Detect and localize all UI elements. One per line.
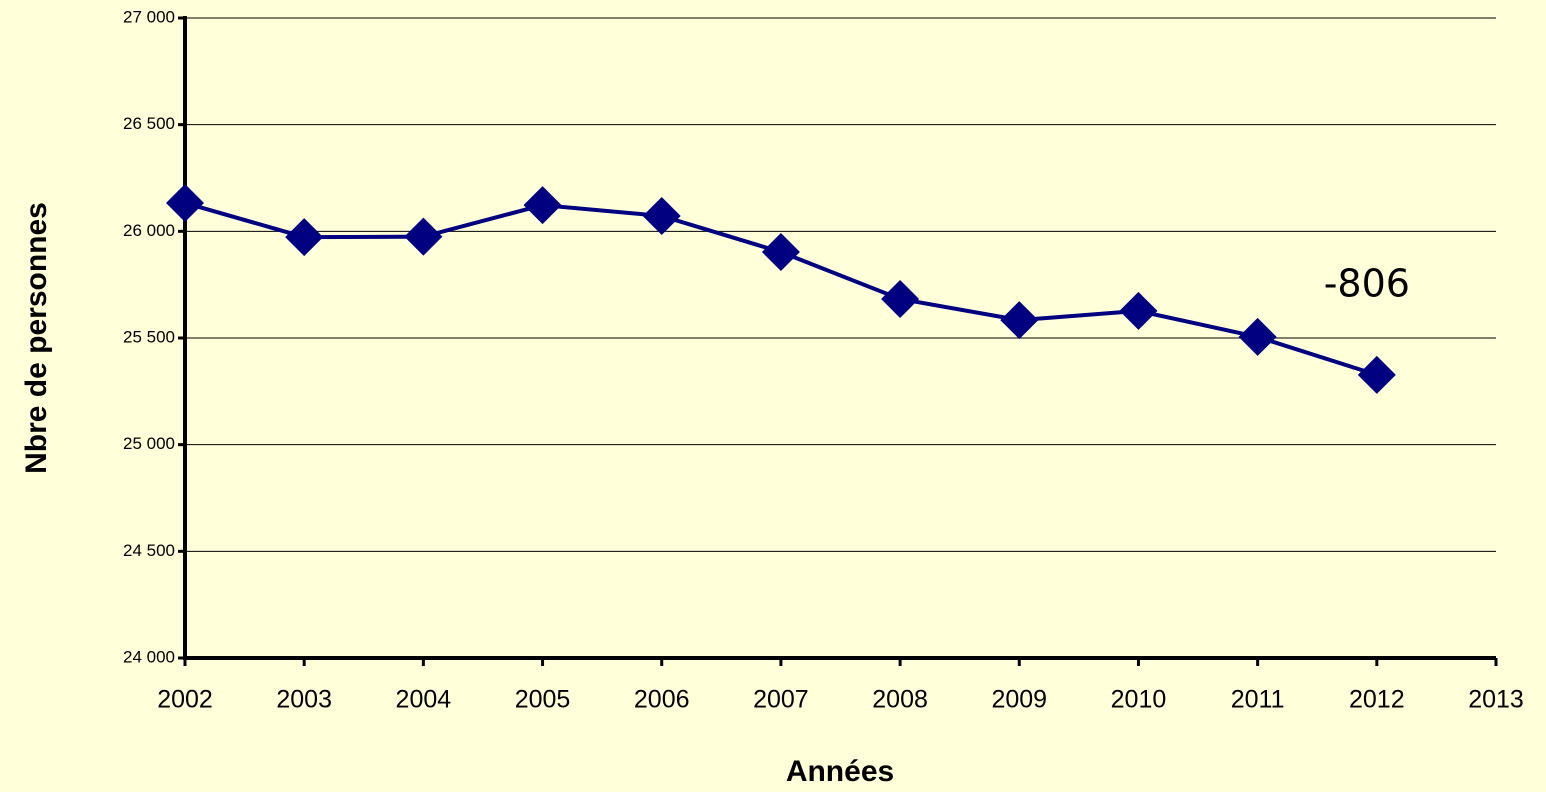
x-tick-label: 2008 [872,686,928,714]
marker [1000,301,1039,340]
marker [166,183,204,222]
x-tick-label: 2005 [515,686,571,714]
x-tick-label: 2013 [1468,686,1524,714]
marker [642,196,681,235]
marker [1357,355,1396,394]
marker [1119,291,1158,330]
x-tick-label: 2009 [991,686,1047,714]
x-tick-label: 2006 [634,686,690,714]
marker [1238,317,1277,356]
x-tick-label: 2004 [396,686,452,714]
marker [761,233,800,272]
x-tick-label: 2007 [753,686,809,714]
y-tick-label: 26 500 [123,114,175,133]
y-tick-label: 24 000 [123,647,175,666]
x-tick-label: 2012 [1349,686,1405,714]
marker [881,279,920,318]
x-tick-label: 2011 [1231,686,1285,714]
x-tick-label: 2010 [1111,686,1167,714]
y-tick-label: 24 500 [123,541,175,560]
x-tick-label: 2002 [157,686,213,714]
marker [523,186,562,225]
y-tick-label: 25 000 [123,434,175,453]
x-axis-title: Années [786,755,894,788]
marker [404,217,443,256]
x-tick-label: 2003 [276,686,332,714]
y-tick-label: 27 000 [123,7,175,26]
annotation: -806 [1324,261,1410,305]
y-tick-label: 25 500 [123,327,175,346]
marker [285,218,324,257]
y-tick-label: 26 000 [123,221,175,240]
y-axis-title: Nbre de personnes [20,202,53,474]
